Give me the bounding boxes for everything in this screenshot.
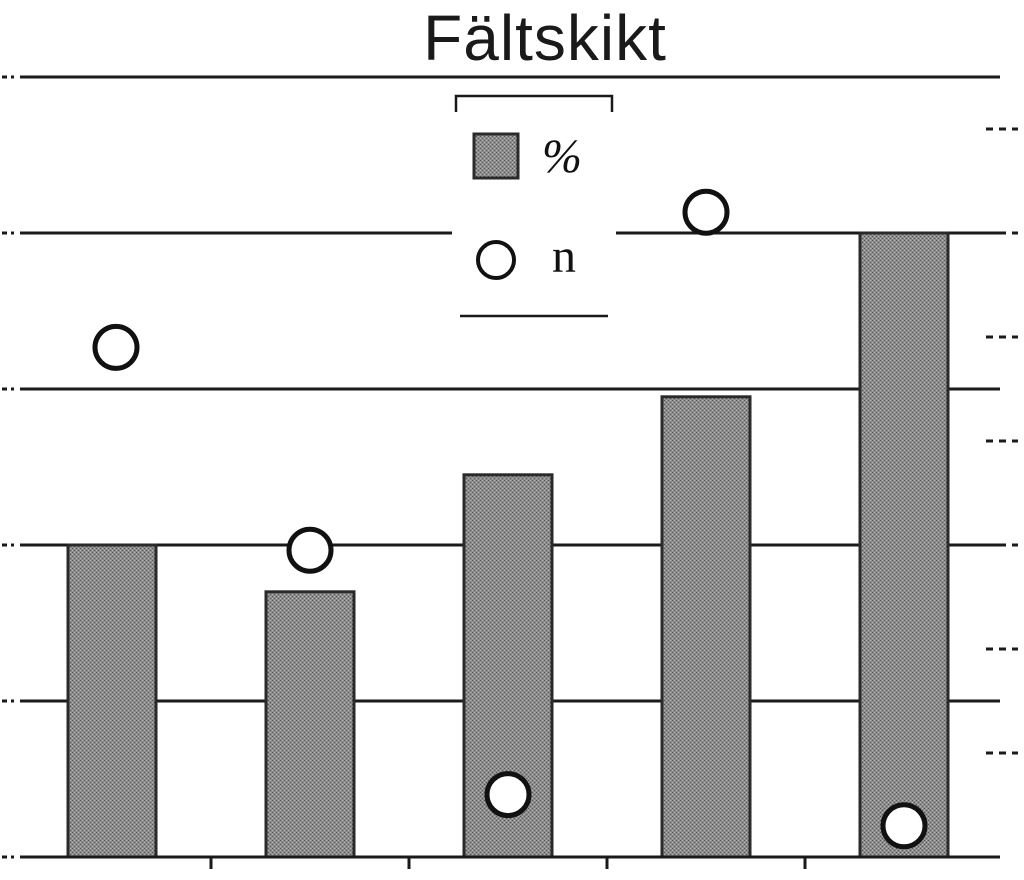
legend-swatch-point — [476, 240, 516, 280]
chart-title: Fältskikt — [423, 2, 667, 74]
legend-swatch-bar — [472, 132, 520, 180]
point-2 — [286, 526, 334, 574]
bar-2 — [264, 590, 356, 859]
legend-label-bar: % — [542, 130, 582, 183]
bar-4 — [660, 395, 752, 859]
point-4 — [682, 188, 730, 236]
legend: %n — [454, 94, 614, 318]
point-1 — [92, 323, 140, 371]
bar-1 — [66, 543, 158, 859]
legend-frame-top — [454, 94, 614, 112]
bar-5 — [858, 231, 950, 859]
point-3 — [484, 771, 532, 819]
point-5 — [880, 802, 928, 850]
legend-label-point: n — [552, 230, 576, 283]
